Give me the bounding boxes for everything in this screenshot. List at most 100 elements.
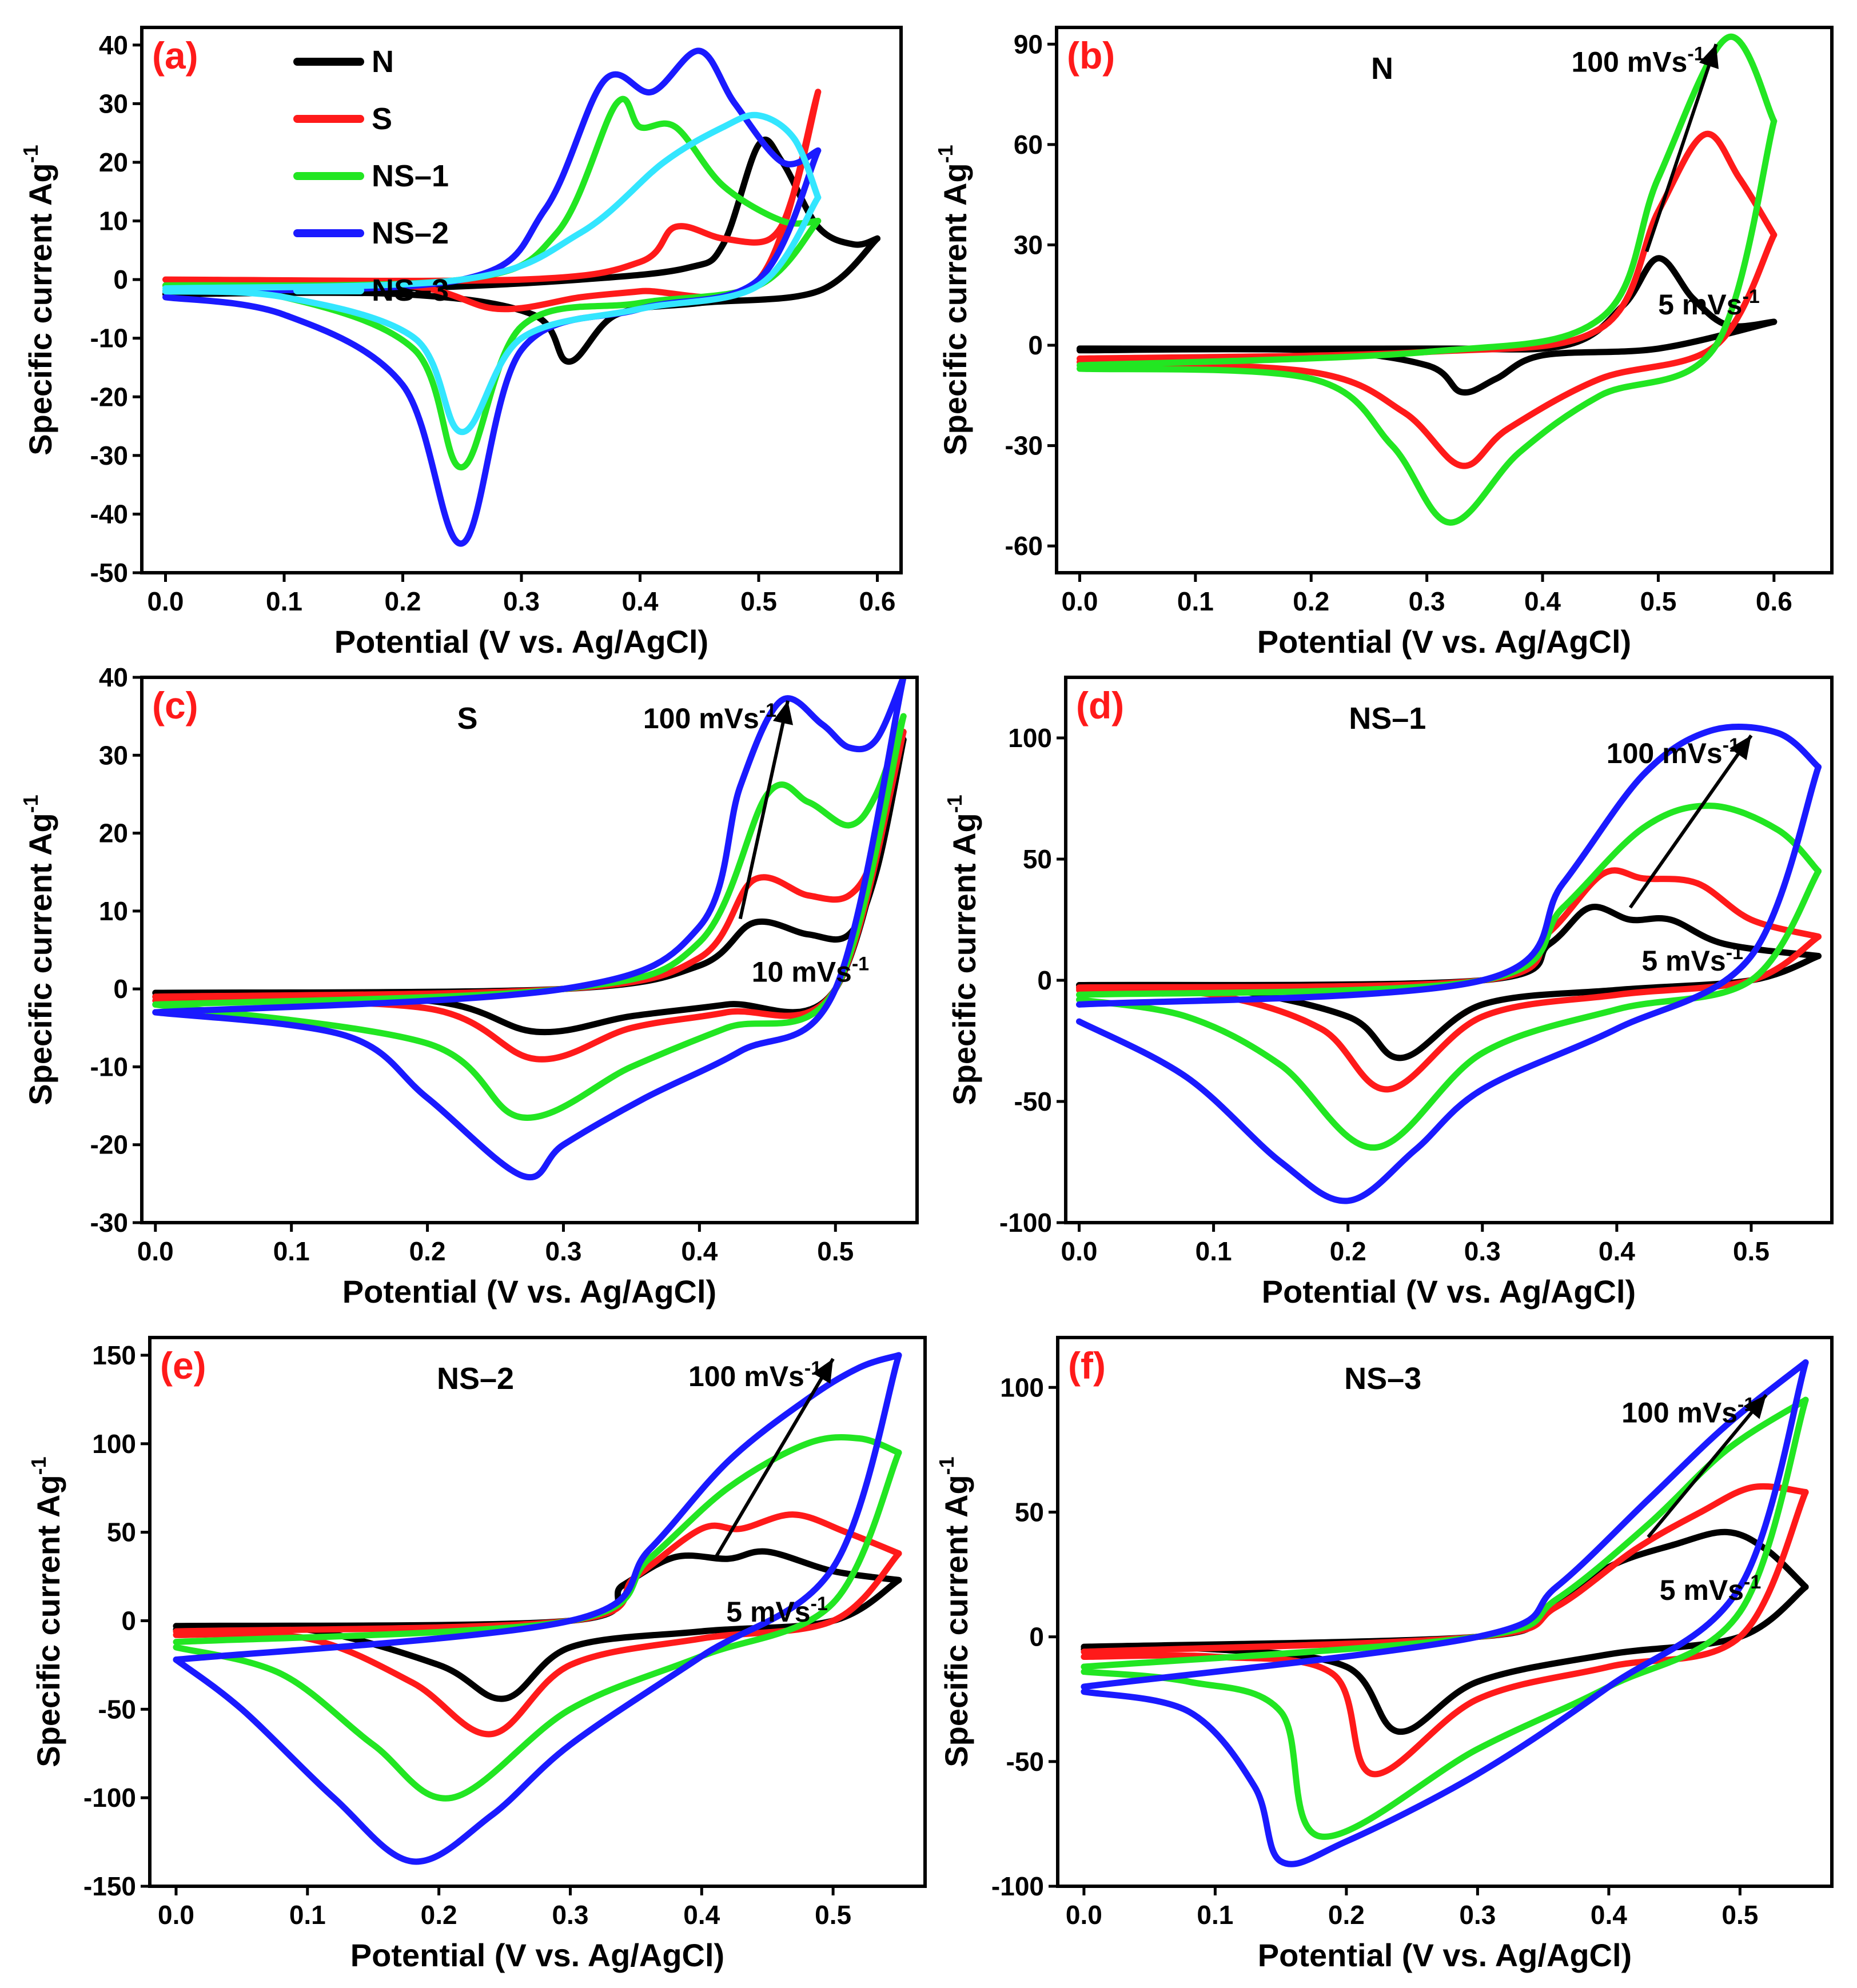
panel-label: (b) <box>1067 34 1115 77</box>
y-tick-label: 50 <box>1023 844 1052 874</box>
series-group <box>1081 1359 1809 1867</box>
series-line-f-3-cathodic <box>1081 1359 1809 1867</box>
series-line-a-0-cathodic <box>162 235 880 365</box>
y-axis-title-sup: -1 <box>19 795 42 813</box>
x-tick-label: 0.4 <box>1591 1900 1627 1930</box>
sample-title: NS–3 <box>1344 1362 1421 1396</box>
x-tick-label: 0.4 <box>683 1900 720 1930</box>
y-tick-label: -50 <box>90 558 128 588</box>
low-rate-text: 10 mVs <box>752 956 852 988</box>
high-rate-label: 100 mVs-1 <box>643 700 776 734</box>
y-axis-title-main: Specific current Ag <box>937 163 973 455</box>
high-rate-sup: -1 <box>759 700 776 721</box>
series-line-d-2-cathodic <box>1076 868 1822 1151</box>
low-rate-label: 5 mVs-1 <box>1641 942 1743 977</box>
x-tick-label: 0.3 <box>1464 1236 1501 1266</box>
y-axis-title-main: Specific current Ag <box>30 1475 66 1767</box>
y-tick-label: -100 <box>83 1783 136 1813</box>
high-rate-text: 100 mVs <box>688 1360 804 1392</box>
x-tick-label: 0.3 <box>545 1236 581 1266</box>
x-axis-title: Potential (V vs. Ag/AgCl) <box>342 1274 716 1310</box>
series-line-c-3-anodic <box>152 677 907 1016</box>
y-axis-title: Specific current Ag-1 <box>27 1456 66 1767</box>
y-axis-title-sup: -1 <box>19 145 42 163</box>
legend-label: N <box>372 45 394 79</box>
scan-rate-arrow <box>1647 1394 1768 1539</box>
y-tick-label: 100 <box>1008 723 1052 753</box>
x-axis-title: Potential (V vs. Ag/AgCl) <box>350 1937 724 1973</box>
x-tick-label: 0.6 <box>859 586 896 616</box>
series-line-e-3-cathodic <box>173 1352 902 1865</box>
scan-rate-arrow <box>738 700 790 920</box>
y-tick-label: 50 <box>107 1518 136 1547</box>
y-axis-title-sup: -1 <box>934 145 957 163</box>
x-tick-label: 0.0 <box>137 1236 174 1266</box>
panel-label: (a) <box>152 34 198 77</box>
y-axis-title-main: Specific current Ag <box>22 163 58 455</box>
y-tick-label: 0 <box>121 1606 136 1635</box>
series-line-f-3-anodic <box>1081 1359 1809 1690</box>
series-line-b-2-anodic <box>1077 33 1778 369</box>
sample-title: NS–1 <box>1349 701 1426 736</box>
chart-panel-e: 0.0 0.1 0.2 0.3 0.4 0.5 -150 -100 -50 0 50 100 150 Po… <box>27 1336 927 1973</box>
y-tick-label: -10 <box>90 324 128 353</box>
sample-title: S <box>457 701 478 736</box>
plot-frame <box>140 676 919 1224</box>
series-line-d-3-cathodic <box>1076 764 1822 1204</box>
high-rate-sup: -1 <box>1738 1394 1755 1415</box>
series-line-d-1-anodic <box>1076 867 1822 991</box>
chart-panel-c: 0.0 0.1 0.2 0.3 0.4 0.5 -30 -20 -10 0 10 20 30 40 Pote… <box>19 662 919 1310</box>
x-tick-label: 0.2 <box>409 1236 446 1266</box>
panel-label: (c) <box>152 684 198 726</box>
legend-label: NS–3 <box>372 273 449 308</box>
high-rate-text: 100 mVs <box>1621 1396 1738 1428</box>
x-tick-label: 0.5 <box>1733 1236 1770 1266</box>
sample-title: NS–2 <box>437 1362 514 1396</box>
series-line-e-2-cathodic <box>173 1449 902 1802</box>
y-tick-label: -40 <box>90 499 128 529</box>
y-tick-label: -30 <box>90 1208 128 1237</box>
y-axis-title-main: Specific current Ag <box>946 813 982 1105</box>
y-tick-label: -30 <box>90 441 128 470</box>
chart-panel-a: 0.0 0.1 0.2 0.3 0.4 0.5 0.6 -50 -40 -30 -20 -10 0 10 2… <box>19 26 903 660</box>
x-tick-label: 0.0 <box>158 1900 194 1930</box>
x-tick-label: 0.4 <box>622 586 659 616</box>
x-tick-label: 0.5 <box>817 1236 854 1266</box>
series-line-e-1-anodic <box>173 1511 902 1635</box>
x-tick-label: 0.2 <box>421 1900 457 1930</box>
x-tick-label: 0.0 <box>148 586 184 616</box>
x-axis-title: Potential (V vs. Ag/AgCl) <box>1262 1274 1636 1310</box>
y-tick-label: -50 <box>98 1694 136 1724</box>
y-tick-label: -50 <box>1006 1747 1044 1777</box>
series-line-d-2-anodic <box>1076 803 1822 998</box>
y-tick-label: -100 <box>991 1871 1044 1901</box>
plot-frame <box>1055 26 1834 574</box>
legend-label: NS–2 <box>372 216 449 250</box>
scan-rate-arrow <box>713 1358 835 1560</box>
x-tick-label: 0.3 <box>552 1900 588 1930</box>
y-tick-label: 40 <box>99 30 128 60</box>
plot-frame <box>148 1336 927 1888</box>
y-tick-label: 20 <box>99 819 128 848</box>
y-axis-title: Specific current Ag-1 <box>935 1456 974 1767</box>
panel-label: (e) <box>160 1344 206 1387</box>
low-rate-sup: -1 <box>1726 942 1743 964</box>
scan-rate-arrowhead <box>1743 1395 1767 1419</box>
chart-panel-f: 0.0 0.1 0.2 0.3 0.4 0.5 -100 -50 0 50 100 Potential… <box>935 1336 1834 1973</box>
y-axis-title: Specific current Ag-1 <box>943 795 982 1105</box>
x-tick-label: 0.4 <box>1599 1236 1635 1266</box>
y-axis-title-main: Specific current Ag <box>22 813 58 1105</box>
series-line-b-0-cathodic <box>1077 318 1778 396</box>
y-tick-label: 150 <box>92 1340 136 1370</box>
y-tick-label: -20 <box>90 382 128 412</box>
low-rate-sup: -1 <box>1743 286 1760 308</box>
legend-label: NS–1 <box>372 159 449 193</box>
high-rate-sup: -1 <box>1723 734 1740 756</box>
series-line-f-2-anodic <box>1081 1396 1809 1670</box>
y-tick-label: 40 <box>99 662 128 692</box>
low-rate-label: 5 mVs-1 <box>1658 286 1760 321</box>
high-rate-text: 100 mVs <box>1607 737 1723 769</box>
x-tick-label: 0.5 <box>1721 1900 1758 1930</box>
x-tick-label: 0.2 <box>1293 586 1329 616</box>
x-axis-title: Potential (V vs. Ag/AgCl) <box>1257 624 1631 660</box>
